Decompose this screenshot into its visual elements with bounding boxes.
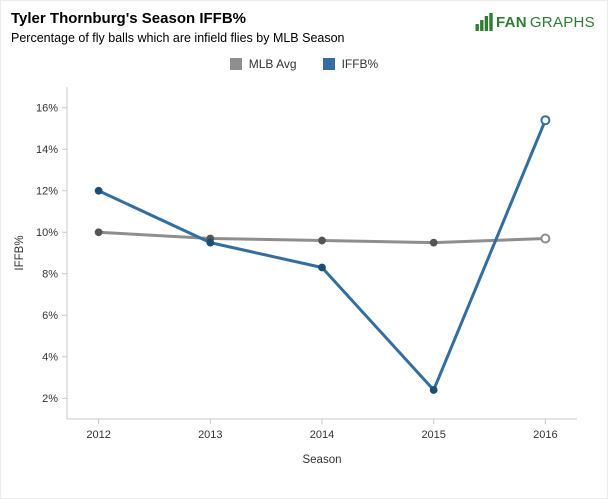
legend-label-mlb-avg: MLB Avg <box>248 57 297 71</box>
mlb-avg-point-2014 <box>318 236 326 245</box>
legend-swatch-mlb-avg <box>229 58 242 70</box>
y-tick-label: 8% <box>42 268 58 280</box>
chart-titles: Tyler Thornburg's Season IFFB% Percentag… <box>11 10 345 45</box>
y-tick-label: 2% <box>42 393 58 405</box>
y-tick-label: 12% <box>36 185 58 197</box>
x-tick-label: 2016 <box>533 429 557 441</box>
iffb-line-chart: 2% 4% 6% 8% 10% 12% 14% 16% 2012 2013 2014 2015 2016… <box>14 87 577 466</box>
fangraphs-logo: FAN GRAPHS <box>475 13 595 31</box>
y-tick-label: 4% <box>42 351 58 363</box>
chart-area: 2% 4% 6% 8% 10% 12% 14% 16% 2012 2013 2014 2015 2016… <box>9 77 607 482</box>
x-axis-title: Season <box>302 454 341 466</box>
legend-swatch-iffb <box>322 58 335 70</box>
mlb-avg-point-2012 <box>94 228 103 237</box>
legend-label-iffb: IFFB% <box>341 57 379 71</box>
legend-item-iffb: IFFB% <box>322 57 379 71</box>
chart-header: Tyler Thornburg's Season IFFB% Percentag… <box>1 1 607 45</box>
x-tick-label: 2015 <box>421 429 445 441</box>
x-tick-label: 2014 <box>310 429 334 441</box>
fangraphs-bars-icon <box>475 13 493 31</box>
y-tick-label: 6% <box>42 310 58 322</box>
legend-item-mlb-avg: MLB Avg <box>229 57 297 71</box>
page-subtitle: Percentage of fly balls which are infiel… <box>11 31 345 45</box>
iffb-point-2015 <box>429 386 438 394</box>
iffb-point-2013 <box>206 238 215 247</box>
y-axis-title: IFFB% <box>14 235 26 270</box>
iffb-point-2016 <box>540 115 551 126</box>
mlb-avg-point-2016 <box>540 233 551 244</box>
chart-legend: MLB Avg IFFB% <box>1 57 607 71</box>
page-title: Tyler Thornburg's Season IFFB% <box>11 10 246 27</box>
x-tick-label: 2013 <box>198 429 222 441</box>
y-tick-label: 10% <box>36 227 58 239</box>
logo-text-light: GRAPHS <box>529 13 595 31</box>
iffb-point-2012 <box>94 186 103 195</box>
iffb-line <box>97 118 547 392</box>
mlb-avg-point-2015 <box>429 238 438 247</box>
y-tick-label: 16% <box>36 102 58 114</box>
x-tick-label: 2012 <box>86 429 110 441</box>
logo-text-bold: FAN <box>495 13 527 31</box>
iffb-point-2014 <box>318 263 326 272</box>
y-tick-label: 14% <box>36 144 58 156</box>
